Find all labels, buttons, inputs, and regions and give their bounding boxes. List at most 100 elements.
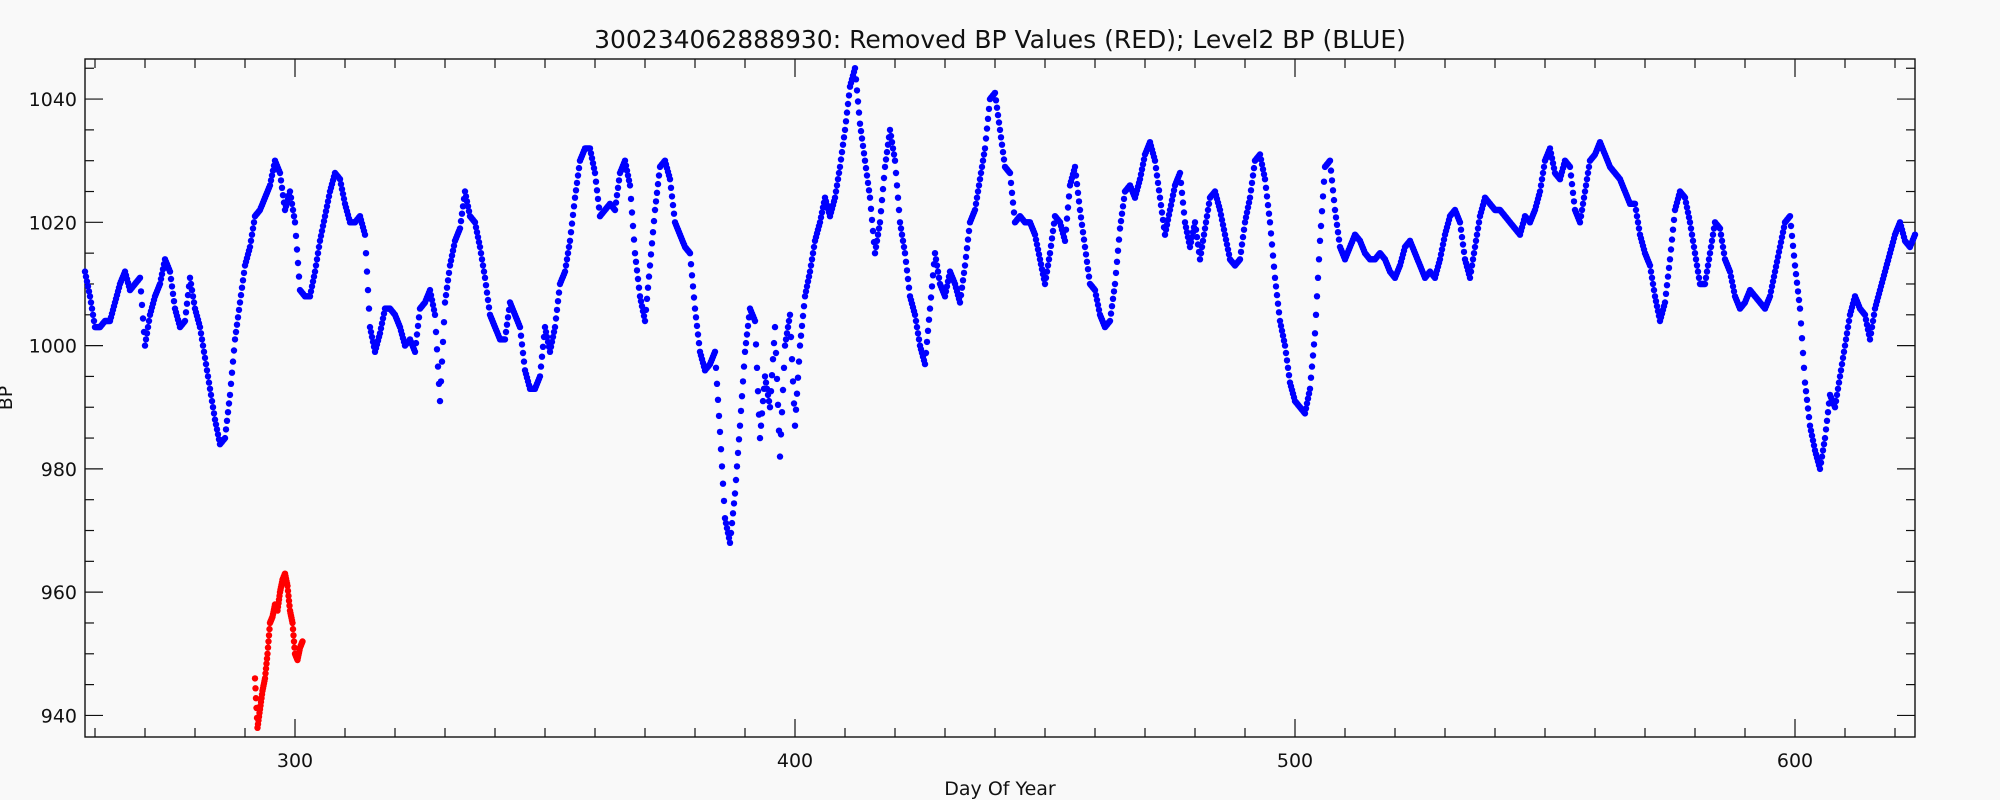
data-point xyxy=(1239,233,1247,241)
data-point xyxy=(231,336,239,343)
data-point xyxy=(1580,194,1588,201)
data-point xyxy=(430,306,438,314)
data-point xyxy=(84,283,92,290)
data-point xyxy=(626,182,634,189)
data-point xyxy=(586,145,594,152)
data-point xyxy=(959,277,967,284)
data-point xyxy=(1648,274,1656,281)
data-point xyxy=(1773,258,1781,265)
data-point xyxy=(637,298,645,305)
data-point xyxy=(485,304,493,311)
data-point xyxy=(279,192,287,199)
data-point xyxy=(655,172,663,179)
data-point xyxy=(1807,427,1815,434)
data-point xyxy=(158,270,166,278)
data-point xyxy=(265,638,272,645)
data-point xyxy=(1266,219,1274,226)
data-point xyxy=(85,288,93,295)
data-point xyxy=(935,274,943,281)
data-point xyxy=(731,490,739,497)
x-tick-label: 400 xyxy=(777,750,813,772)
data-point xyxy=(321,213,329,220)
data-point xyxy=(1236,256,1244,263)
data-point xyxy=(264,650,271,657)
data-point xyxy=(838,148,846,156)
data-point xyxy=(1035,251,1043,258)
data-point xyxy=(629,222,637,230)
data-point xyxy=(770,339,778,347)
data-point xyxy=(972,200,980,207)
data-point xyxy=(539,343,547,350)
data-point xyxy=(1689,237,1697,244)
data-point xyxy=(181,317,189,325)
data-point xyxy=(1081,243,1089,251)
data-point xyxy=(1800,364,1808,371)
data-point xyxy=(448,252,456,259)
data-point xyxy=(1049,227,1057,235)
data-point xyxy=(1705,256,1713,263)
data-point xyxy=(1064,204,1072,211)
data-point xyxy=(1178,189,1186,196)
data-point xyxy=(1546,145,1554,152)
data-point xyxy=(589,160,597,167)
data-point xyxy=(835,169,843,177)
data-point xyxy=(693,322,701,330)
data-point xyxy=(565,243,573,251)
data-point xyxy=(1301,410,1309,417)
data-point xyxy=(647,251,655,258)
data-point xyxy=(376,330,384,337)
data-point xyxy=(1180,209,1188,216)
data-point xyxy=(437,378,445,385)
data-point xyxy=(445,269,453,277)
axis-ticks: 300 400 500 600 940 960 980 1000 1020 1040 xyxy=(29,59,1915,772)
data-point xyxy=(474,233,482,241)
data-point xyxy=(293,246,301,253)
data-point xyxy=(464,203,472,210)
data-point xyxy=(1703,268,1711,275)
data-point xyxy=(252,695,260,702)
data-point xyxy=(182,309,190,316)
data-point xyxy=(361,231,369,238)
data-point xyxy=(1170,187,1178,194)
data-point xyxy=(790,400,798,407)
data-point xyxy=(785,317,793,325)
data-point xyxy=(319,222,327,230)
data-point xyxy=(1313,293,1321,300)
data-point xyxy=(1168,196,1176,204)
data-point xyxy=(1686,219,1694,226)
y-tick-label: 980 xyxy=(41,459,77,481)
data-point xyxy=(643,295,651,302)
data-point xyxy=(886,126,894,134)
data-point xyxy=(278,184,286,191)
data-point xyxy=(520,358,528,365)
data-point xyxy=(1720,250,1728,257)
data-point xyxy=(778,409,786,416)
data-point xyxy=(1201,225,1209,232)
data-point xyxy=(751,317,759,325)
data-point xyxy=(1579,200,1587,207)
data-point xyxy=(888,139,896,146)
data-point xyxy=(567,229,575,236)
data-point xyxy=(1182,224,1190,231)
data-point xyxy=(310,273,318,280)
data-point xyxy=(739,378,747,385)
data-point xyxy=(1820,441,1828,448)
data-point xyxy=(325,193,333,200)
data-point xyxy=(806,268,814,275)
data-point xyxy=(203,367,211,374)
data-point xyxy=(433,346,441,353)
data-point xyxy=(740,363,748,370)
data-point xyxy=(632,258,640,265)
data-point xyxy=(563,256,571,263)
data-point xyxy=(1199,237,1207,244)
data-point xyxy=(1793,279,1801,286)
data-point xyxy=(363,268,371,275)
data-point xyxy=(961,262,969,269)
data-point xyxy=(1436,256,1444,263)
data-point xyxy=(213,426,221,433)
data-point xyxy=(337,180,345,188)
data-point xyxy=(1181,219,1189,226)
data-point xyxy=(1841,342,1849,349)
data-point xyxy=(774,401,782,408)
x-tick-label: 500 xyxy=(1277,750,1313,772)
